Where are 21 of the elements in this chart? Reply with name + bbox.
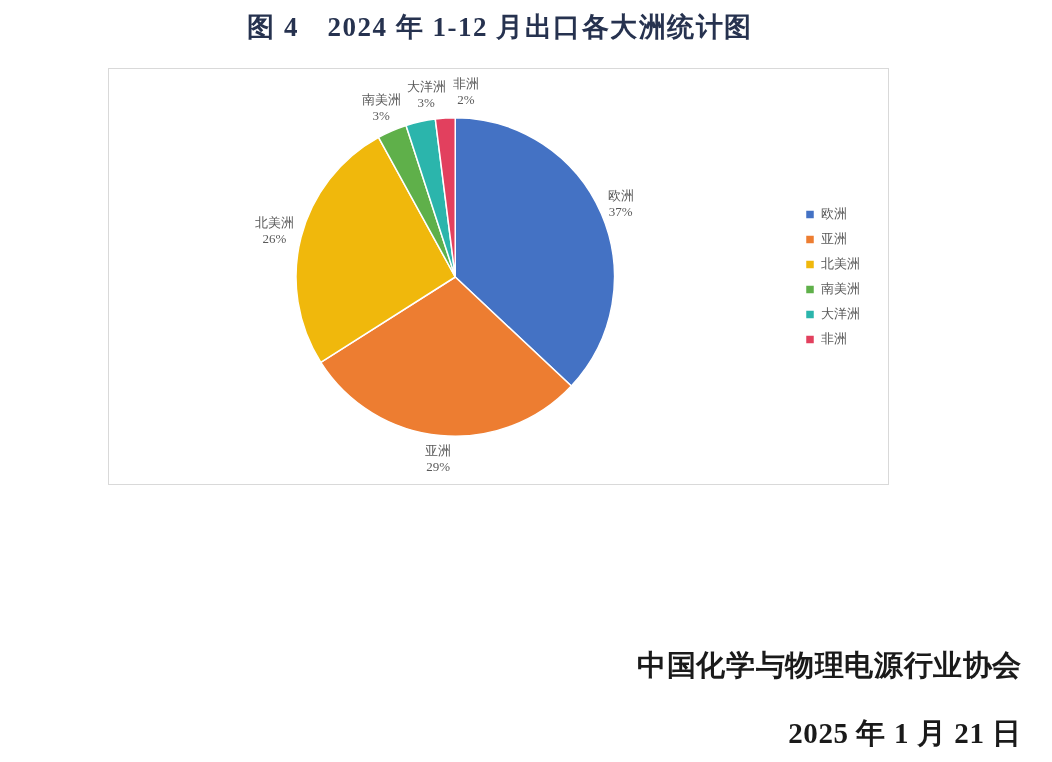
- data-label: 3%: [372, 108, 390, 124]
- data-label: 3%: [417, 94, 436, 110]
- data-label: 37%: [608, 203, 633, 219]
- slice-label: 南美洲: [361, 92, 401, 108]
- slice-label: 欧洲: [607, 187, 634, 203]
- text: 中国化学与物理电源行业协会: [637, 648, 1022, 683]
- legend-label: 大洋洲: [821, 305, 860, 321]
- data-label: 29%: [426, 458, 451, 474]
- slice-label: 大洋洲: [406, 78, 446, 94]
- chart-title: 图 4 2024 年 1-12 月出口各大洲统计图: [246, 11, 754, 44]
- legend-label: 南美洲: [821, 280, 860, 296]
- text: 2025 年 1 月 21 日: [788, 716, 1022, 751]
- data-label: 26%: [262, 230, 287, 246]
- slice-label: 北美洲: [254, 214, 294, 230]
- legend-label: 欧洲: [821, 205, 847, 221]
- legend-label: 非洲: [821, 330, 847, 346]
- legend-label: 北美洲: [821, 255, 860, 271]
- legend-label: 亚洲: [821, 230, 847, 246]
- slice-label: 亚洲: [425, 442, 452, 458]
- slice-label: 非洲: [452, 76, 479, 92]
- data-label: 2%: [457, 92, 475, 108]
